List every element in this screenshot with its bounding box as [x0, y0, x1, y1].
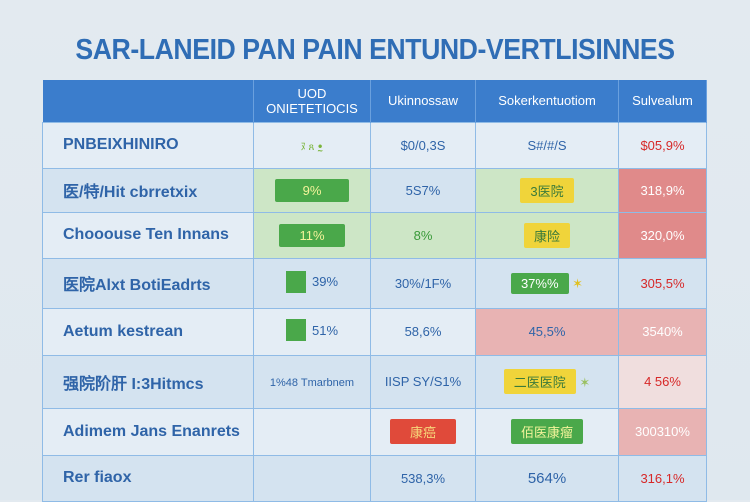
cell	[253, 407, 371, 456]
cell: 51%	[253, 307, 371, 356]
cell: 11%	[253, 211, 371, 259]
cell: 316,1%	[618, 454, 707, 502]
header-cell[interactable]: Sulvealum	[618, 80, 707, 122]
table-row: Adimem Jans Enanrets 康癌 佰医康瘤 300310%	[42, 407, 707, 456]
badge: 11%	[279, 223, 345, 247]
cell: 3540%	[618, 307, 707, 356]
laurel-text: 1%48 Tmarbnem	[269, 376, 355, 389]
header-cell	[42, 80, 254, 122]
badge: 3医院	[520, 177, 574, 203]
table-row: Chooouse Ten Innans 11% 8% 康险 320,0%	[42, 211, 707, 259]
header-cell[interactable]: Ukinnossaw	[370, 80, 476, 122]
row-label: Rer fiaox	[42, 454, 254, 502]
row-label: Chooouse Ten Innans	[42, 211, 254, 259]
page-title: SAR-LANEID PAN PAIN ENTUND-VERTLISINNES	[75, 34, 675, 66]
cell: 9%	[253, 167, 371, 213]
cell: 538,3%	[370, 454, 476, 502]
row-label: 医/特/Hit cbrretxix	[42, 167, 254, 213]
value: 39%	[311, 274, 339, 289]
cell: $0/0,3S	[370, 121, 476, 169]
badge: 康癌	[389, 419, 456, 444]
table-row: PNBEIXHINIRO ﾇ ጸ ꔸ $0/0,3S S#/#/S $05,9%	[42, 121, 707, 169]
header-cell[interactable]: UOD ONIETETIOCIS	[253, 80, 371, 122]
cell: 康险	[475, 211, 619, 259]
table-header: UOD ONIETETIOCIS Ukinnossaw Sokerkentuot…	[42, 80, 707, 122]
badge: 37%%	[510, 272, 569, 294]
cell: ﾇ ጸ ꔸ	[253, 121, 371, 169]
badge: 康险	[523, 222, 570, 248]
value: 51%	[311, 322, 339, 338]
cell: 5S7%	[370, 167, 476, 213]
table-row: 医院Alxt BotiEadrts 39% 30%/1F% 37%% ✶ 305…	[42, 257, 707, 309]
leaf-icon: ✶	[579, 375, 591, 390]
cell: 320,0%	[618, 211, 707, 259]
leaf-icon: ✶	[572, 275, 584, 291]
cell: 300310%	[618, 407, 707, 456]
comparison-table: UOD ONIETETIOCIS Ukinnossaw Sokerkentuot…	[42, 80, 707, 502]
row-label: PNBEIXHINIRO	[42, 121, 254, 169]
row-label: Aetum kestrean	[42, 307, 254, 356]
cell: 30%/1F%	[370, 257, 476, 309]
table-row: Aetum kestrean 51% 58,6% 45,5% 3540%	[42, 307, 707, 356]
cell: 318,9%	[618, 167, 707, 213]
progress-bar	[285, 319, 306, 341]
cell: 二医医院 ✶	[475, 354, 619, 409]
cell: 305,5%	[618, 257, 707, 309]
table-row: 医/特/Hit cbrretxix 9% 5S7% 3医院 318,9%	[42, 167, 707, 213]
cell: 39%	[253, 257, 371, 309]
cell: IISP SY/S1%	[370, 354, 476, 409]
cell: 3医院	[475, 167, 619, 213]
cell: 1%48 Tmarbnem	[253, 354, 371, 409]
cell	[253, 454, 371, 502]
cell: 58,6%	[370, 307, 476, 356]
cell: 37%% ✶	[475, 257, 619, 309]
row-label: 强院阶肝 I:3Hitmcs	[42, 354, 254, 409]
cell: 8%	[370, 211, 476, 259]
cell: $05,9%	[618, 121, 707, 169]
row-label: 医院Alxt BotiEadrts	[42, 257, 254, 309]
laurel-icon: ﾇ ጸ ꔸ	[300, 141, 324, 153]
cell: 佰医康瘤	[475, 407, 619, 456]
cell: 4 56%	[618, 354, 707, 409]
badge: 佰医康瘤	[510, 419, 583, 444]
table-row: Rer fiaox 538,3% 564% 316,1%	[42, 454, 707, 502]
cell: S#/#/S	[475, 121, 619, 169]
progress-bar	[285, 270, 306, 293]
header-cell[interactable]: Sokerkentuotiom	[475, 80, 619, 122]
row-label: Adimem Jans Enanrets	[42, 407, 254, 456]
cell: 康癌	[370, 407, 476, 456]
badge: 二医医院	[503, 369, 576, 394]
badge: 9%	[274, 178, 350, 202]
cell: 45,5%	[475, 307, 619, 356]
cell: 564%	[475, 454, 619, 502]
table-row: 强院阶肝 I:3Hitmcs 1%48 Tmarbnem IISP SY/S1%…	[42, 354, 707, 409]
